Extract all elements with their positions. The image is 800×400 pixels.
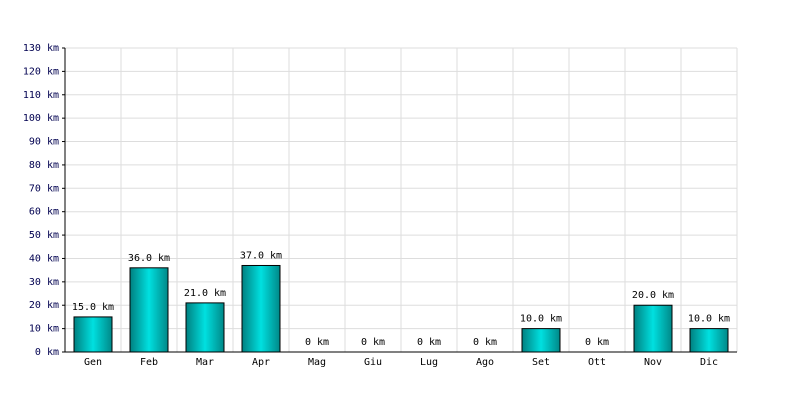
y-tick-label: 40 km <box>29 253 59 264</box>
x-tick-label: Gen <box>84 357 102 368</box>
value-label: 15.0 km <box>72 302 114 313</box>
y-tick-label: 60 km <box>29 207 59 218</box>
y-tick-label: 100 km <box>23 113 59 124</box>
bar <box>689 328 729 353</box>
bar <box>129 267 169 353</box>
y-tick-label: 30 km <box>29 277 59 288</box>
y-tick-label: 130 km <box>23 43 59 54</box>
x-tick-label: Ago <box>476 357 494 368</box>
value-label: 0 km <box>417 337 441 348</box>
value-label: 0 km <box>305 337 329 348</box>
x-tick-label: Ott <box>588 357 606 368</box>
y-tick-label: 50 km <box>29 230 59 241</box>
bar <box>521 328 561 353</box>
value-label: 10.0 km <box>688 314 730 325</box>
value-label: 10.0 km <box>520 314 562 325</box>
x-tick-label: Feb <box>140 357 158 368</box>
y-tick-label: 10 km <box>29 324 59 335</box>
value-label: 21.0 km <box>184 288 226 299</box>
y-tick-label: 80 km <box>29 160 59 171</box>
y-tick-label: 0 km <box>35 347 59 358</box>
x-tick-label: Giu <box>364 357 382 368</box>
bar <box>185 302 225 353</box>
y-tick-label: 20 km <box>29 300 59 311</box>
x-tick-label: Nov <box>644 357 662 368</box>
value-label: 36.0 km <box>128 253 170 264</box>
value-label: 0 km <box>361 337 385 348</box>
x-tick-label: Set <box>532 357 550 368</box>
y-tick-label: 90 km <box>29 137 59 148</box>
y-tick-label: 110 km <box>23 90 59 101</box>
x-tick-label: Mag <box>308 357 326 368</box>
x-tick-label: Dic <box>700 357 718 368</box>
y-tick-label: 70 km <box>29 183 59 194</box>
bar <box>73 316 113 353</box>
bar <box>633 304 673 353</box>
bar <box>241 264 281 353</box>
value-label: 0 km <box>473 337 497 348</box>
x-tick-label: Apr <box>252 357 270 368</box>
value-label: 0 km <box>585 337 609 348</box>
value-label: 20.0 km <box>632 290 674 301</box>
y-tick-label: 120 km <box>23 66 59 77</box>
value-label: 37.0 km <box>240 250 282 261</box>
x-tick-label: Mar <box>196 357 214 368</box>
x-tick-label: Lug <box>420 357 438 368</box>
